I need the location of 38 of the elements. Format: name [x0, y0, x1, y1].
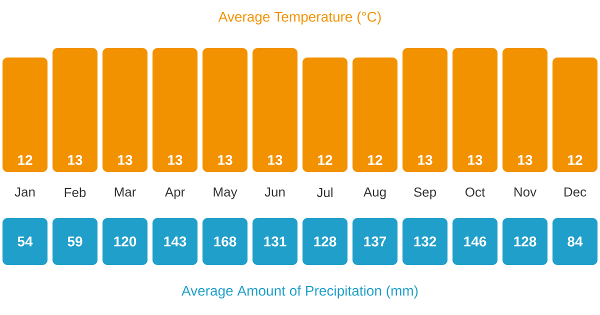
x-tick-label: Jul [316, 188, 332, 198]
x-tick-label: May [214, 188, 238, 200]
x-tick-label: Aug [363, 188, 386, 200]
data-label: 13 [468, 155, 482, 165]
data-label: 84 [568, 236, 583, 246]
chart-title: Average Temperature (°C) [218, 11, 381, 25]
data-label: 13 [268, 155, 282, 165]
x-tick-label: Dec [564, 188, 586, 197]
data-label: 13 [418, 155, 432, 165]
x-tick-label: Feb [64, 188, 86, 198]
data-label: 54 [18, 236, 33, 246]
data-label: 120 [114, 236, 136, 246]
data-label: 13 [218, 155, 232, 165]
data-label: 146 [464, 236, 486, 246]
x-tick-label: Sep [414, 188, 436, 200]
data-label: 59 [68, 236, 82, 246]
data-label: 131 [264, 236, 286, 246]
data-label: 12 [568, 155, 582, 165]
data-label: 13 [518, 155, 532, 165]
x-tick-label: Apr [164, 188, 185, 200]
data-label: 168 [214, 236, 236, 246]
x-tick-label: Oct [466, 188, 486, 197]
data-label: 143 [164, 236, 186, 246]
data-label: 132 [414, 236, 436, 246]
data-label: 128 [314, 236, 336, 246]
x-tick-label: Jun [264, 188, 285, 197]
data-label: 13 [168, 155, 182, 165]
data-label: 12 [318, 155, 332, 165]
x-tick-label: Nov [514, 188, 537, 197]
data-label: 13 [68, 155, 82, 165]
data-label: 137 [364, 236, 386, 246]
data-label: 128 [514, 236, 536, 246]
data-label: 12 [18, 155, 32, 165]
data-label: 12 [368, 155, 382, 165]
x-tick-label: Mar [114, 188, 136, 197]
data-label: 13 [118, 155, 132, 165]
x-tick-label: Jan [14, 188, 35, 197]
text: Average Amount of Precipitation (mm) [182, 285, 418, 299]
